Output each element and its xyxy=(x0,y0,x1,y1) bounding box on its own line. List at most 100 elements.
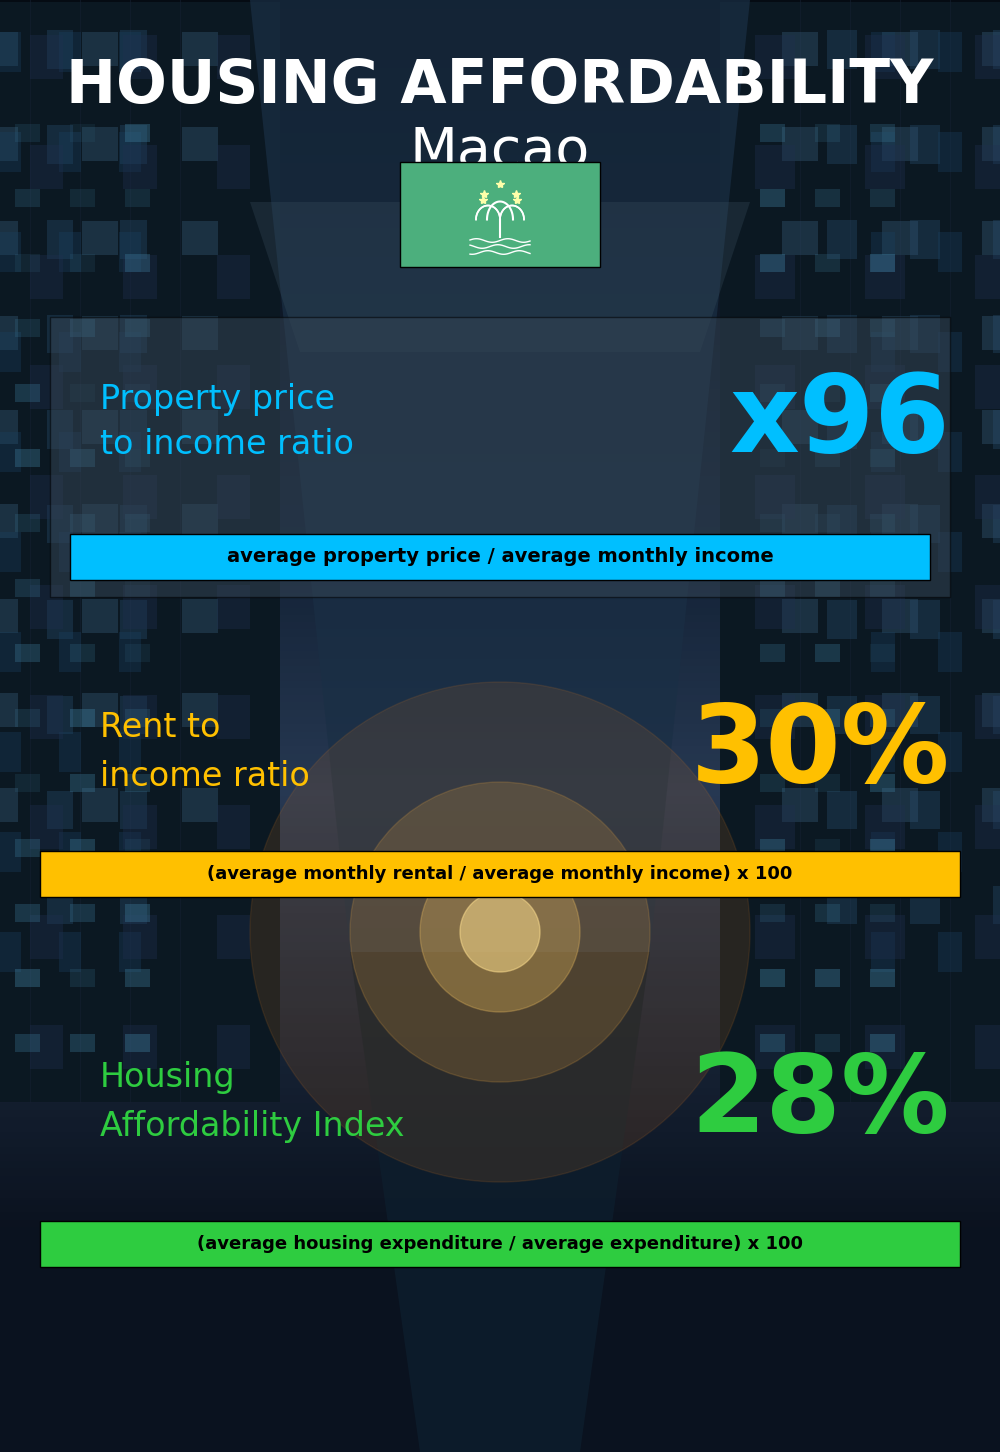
Bar xyxy=(755,475,795,518)
Bar xyxy=(975,475,1000,518)
Bar xyxy=(30,585,63,629)
Bar xyxy=(30,696,63,739)
Bar xyxy=(975,1025,1000,1069)
Bar xyxy=(70,319,95,337)
Bar xyxy=(827,221,857,258)
Bar xyxy=(865,256,905,299)
Bar xyxy=(760,189,785,208)
Bar xyxy=(70,968,95,987)
Bar xyxy=(982,32,1000,67)
Bar xyxy=(15,449,40,468)
Bar xyxy=(70,449,95,468)
Bar xyxy=(0,632,21,672)
Bar xyxy=(865,1025,905,1069)
FancyBboxPatch shape xyxy=(70,534,930,579)
Bar xyxy=(938,433,962,472)
Bar xyxy=(182,788,218,822)
Bar xyxy=(871,132,895,171)
Bar xyxy=(47,411,73,449)
Bar xyxy=(70,1034,95,1053)
Bar xyxy=(182,315,218,350)
Bar xyxy=(30,35,63,78)
Bar xyxy=(120,886,147,923)
Bar xyxy=(782,694,818,727)
Bar xyxy=(882,221,918,256)
Bar xyxy=(755,585,795,629)
Bar xyxy=(938,333,962,372)
Bar xyxy=(59,531,81,572)
Bar xyxy=(47,601,73,639)
Bar xyxy=(125,839,150,857)
Bar xyxy=(938,132,962,171)
Bar xyxy=(30,364,63,409)
Bar xyxy=(815,1034,840,1053)
Bar xyxy=(59,32,81,73)
Text: Housing
Affordability Index: Housing Affordability Index xyxy=(100,1061,404,1143)
Bar xyxy=(120,790,147,829)
Bar xyxy=(125,968,150,987)
Bar xyxy=(120,315,147,353)
Bar xyxy=(760,1034,785,1053)
Bar xyxy=(125,189,150,208)
Bar xyxy=(800,1,1000,953)
Bar xyxy=(0,832,21,873)
Bar xyxy=(865,145,905,189)
Bar xyxy=(882,788,918,822)
Bar xyxy=(15,968,40,987)
Bar xyxy=(782,315,818,350)
Bar xyxy=(217,475,250,518)
Bar xyxy=(815,449,840,468)
Bar xyxy=(870,189,895,208)
Polygon shape xyxy=(250,0,750,953)
Bar xyxy=(123,145,157,189)
Bar xyxy=(0,409,18,444)
Bar xyxy=(782,788,818,822)
Bar xyxy=(15,579,40,597)
Circle shape xyxy=(350,783,650,1082)
Bar xyxy=(119,433,141,472)
Bar xyxy=(0,732,21,772)
Bar xyxy=(123,256,157,299)
Bar xyxy=(827,125,857,164)
Bar xyxy=(120,696,147,733)
Circle shape xyxy=(250,682,750,1182)
Bar xyxy=(123,585,157,629)
Bar xyxy=(982,221,1000,256)
Bar xyxy=(993,315,1000,353)
Bar xyxy=(59,433,81,472)
Bar xyxy=(30,1025,63,1069)
FancyBboxPatch shape xyxy=(400,163,600,267)
Bar xyxy=(119,333,141,372)
Bar xyxy=(760,514,785,531)
Bar xyxy=(870,905,895,922)
Bar xyxy=(59,632,81,672)
Bar xyxy=(15,839,40,857)
Bar xyxy=(782,409,818,444)
Bar xyxy=(119,232,141,272)
Bar xyxy=(755,804,795,849)
Bar xyxy=(910,315,940,353)
Bar xyxy=(217,364,250,409)
Bar xyxy=(782,126,818,161)
Circle shape xyxy=(460,892,540,971)
Bar xyxy=(82,598,118,633)
Bar xyxy=(870,383,895,402)
Bar xyxy=(182,409,218,444)
Bar xyxy=(882,32,918,67)
Bar xyxy=(870,1034,895,1053)
Bar xyxy=(82,126,118,161)
Bar xyxy=(982,315,1000,350)
Text: (average monthly rental / average monthly income) x 100: (average monthly rental / average monthl… xyxy=(207,865,793,883)
Bar xyxy=(815,839,840,857)
Bar xyxy=(815,123,840,142)
Bar xyxy=(882,409,918,444)
Text: average property price / average monthly income: average property price / average monthly… xyxy=(227,547,773,566)
Bar xyxy=(982,694,1000,727)
Bar xyxy=(782,32,818,67)
Bar xyxy=(125,254,150,272)
Bar xyxy=(975,804,1000,849)
Bar xyxy=(59,132,81,171)
Polygon shape xyxy=(250,202,750,351)
Bar xyxy=(815,254,840,272)
FancyBboxPatch shape xyxy=(40,851,960,897)
